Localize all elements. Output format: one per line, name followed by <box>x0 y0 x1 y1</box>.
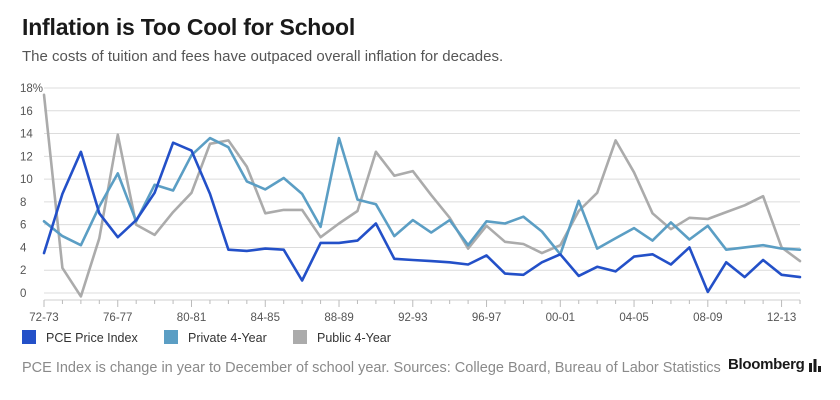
bloomberg-logo: Bloomberg <box>728 356 805 373</box>
x-axis-ticks: 72-73 76-77 80-81 84-85 88-89 92-93 96-97 00-01… <box>29 299 801 324</box>
y-tick-label-6: 6 <box>20 220 26 232</box>
y-tick-label-0: 0 <box>20 288 26 300</box>
legend-swatch-private-4-year <box>164 330 178 344</box>
series-line-public-4-year <box>42 93 802 298</box>
series-line-pce-price-index <box>42 141 802 294</box>
x-tick-label-76-77: 76-77 <box>103 312 132 324</box>
legend-swatch-public-4-year <box>293 330 307 344</box>
x-tick-label-08-09: 08-09 <box>693 312 722 324</box>
y-tick-label-14: 14 <box>20 129 33 141</box>
y-tick-label-10: 10 <box>20 174 33 186</box>
x-tick-label-88-89: 88-89 <box>324 312 353 324</box>
y-tick-label-8: 8 <box>20 197 26 209</box>
legend-swatch-pce-price-index <box>22 330 36 344</box>
y-tick-label-18: 18% <box>20 83 43 95</box>
x-tick-label-00-01: 00-01 <box>546 312 575 324</box>
x-tick-label-80-81: 80-81 <box>177 312 206 324</box>
x-tick-label-96-97: 96-97 <box>472 312 501 324</box>
y-axis-ticks: 0 2 4 6 8 10 12 14 16 18% <box>20 83 43 300</box>
legend-label-pce-price-index: PCE Price Index <box>46 331 138 345</box>
bar-chart-icon <box>809 359 821 372</box>
series-lines <box>42 93 802 298</box>
x-tick-label-12-13: 12-13 <box>767 312 796 324</box>
x-tick-label-72-73: 72-73 <box>29 312 58 324</box>
y-tick-label-12: 12 <box>20 151 33 163</box>
legend-label-private-4-year: Private 4-Year <box>188 331 267 345</box>
legend-label-public-4-year: Public 4-Year <box>317 331 391 345</box>
y-tick-label-4: 4 <box>20 242 27 254</box>
y-tick-label-2: 2 <box>20 265 26 277</box>
gridlines <box>44 87 800 294</box>
chart-title: Inflation is Too Cool for School <box>22 14 356 40</box>
x-tick-label-04-05: 04-05 <box>619 312 648 324</box>
y-tick-label-16: 16 <box>20 106 33 118</box>
series-line-private-4-year <box>42 136 802 256</box>
x-tick-label-84-85: 84-85 <box>251 312 280 324</box>
footnote: PCE Index is change in year to December … <box>22 360 721 376</box>
chart-subtitle: The costs of tuition and fees have outpa… <box>22 48 504 65</box>
x-tick-label-92-93: 92-93 <box>398 312 427 324</box>
legend: PCE Price Index Private 4-Year Public 4-Ye… <box>22 330 391 345</box>
